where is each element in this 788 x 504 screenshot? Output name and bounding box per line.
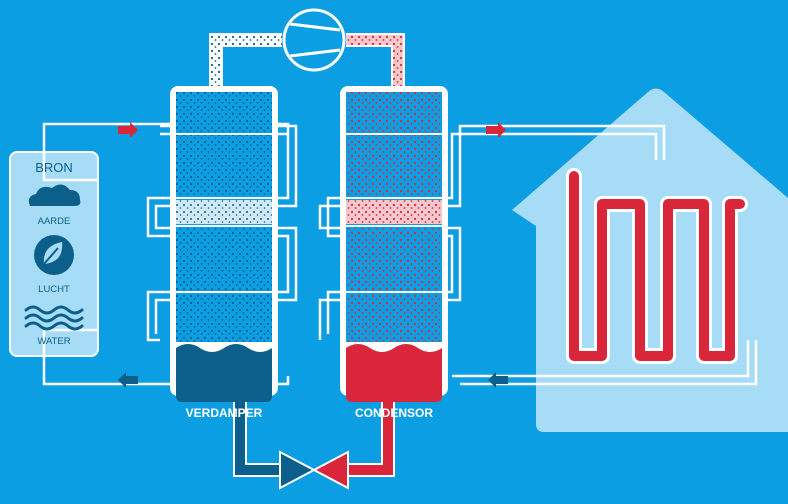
condenser-inner-pipes: [346, 133, 442, 293]
expansion-pipes: [233, 402, 395, 477]
leaf-icon: [34, 235, 74, 275]
compressor-icon: [282, 8, 346, 72]
arrow-left-icon: [488, 372, 508, 388]
evaporator-inner-pipes: [176, 133, 272, 293]
source-item-label: LUCHT: [38, 284, 70, 295]
house: [512, 88, 788, 432]
waves-icon: [24, 305, 84, 331]
floor-heating-coil: [566, 168, 748, 364]
condenser-label: CONDENSOR: [355, 406, 433, 420]
arrow-right-icon: [486, 122, 506, 138]
arrow-left-icon: [118, 372, 138, 388]
source-item-label: AARDE: [38, 216, 71, 227]
arrow-right-icon: [118, 122, 138, 138]
flow-arrows: [118, 122, 508, 388]
condenser-column: [340, 86, 448, 402]
evaporator-label: VERDAMPER: [186, 406, 263, 420]
source-title: BRON: [35, 160, 73, 175]
cloud-icon: [28, 184, 81, 206]
expansion-valve-icon: [279, 450, 349, 490]
source-item-label: WATER: [37, 336, 70, 347]
compressor-pipes: [209, 33, 405, 86]
